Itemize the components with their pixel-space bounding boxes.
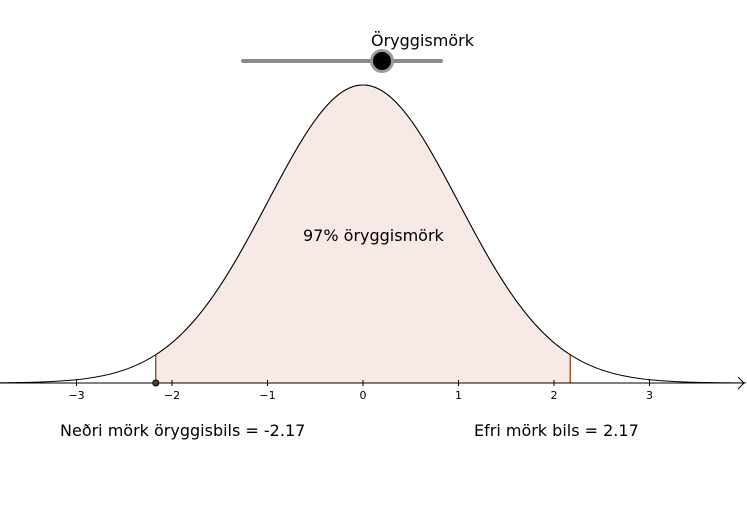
x-tick-label: −2: [164, 389, 180, 402]
confidence-slider-knob[interactable]: [373, 52, 391, 70]
x-axis-arrow-icon: [737, 376, 745, 390]
lower-bound-label: Neðri mörk öryggisbils = -2.17: [60, 421, 306, 440]
x-tick-label: −1: [259, 389, 275, 402]
x-tick-label: 1: [455, 389, 462, 402]
lower-bound-point[interactable]: [152, 379, 160, 387]
x-tick-label: 0: [360, 389, 367, 402]
density-curve: [0, 84, 746, 384]
x-tick-label: 3: [646, 389, 653, 402]
confidence-slider-track[interactable]: [241, 59, 443, 63]
x-axis-ticks: −3 −2 −1 0 1 2 3: [68, 380, 653, 402]
slider-caption: Öryggismörk: [371, 31, 474, 50]
upper-bound-label: Efri mörk bils = 2.17: [474, 421, 639, 440]
confidence-level-label: 97% öryggismörk: [303, 226, 444, 245]
x-tick-label: −3: [68, 389, 84, 402]
x-tick-label: 2: [551, 389, 558, 402]
